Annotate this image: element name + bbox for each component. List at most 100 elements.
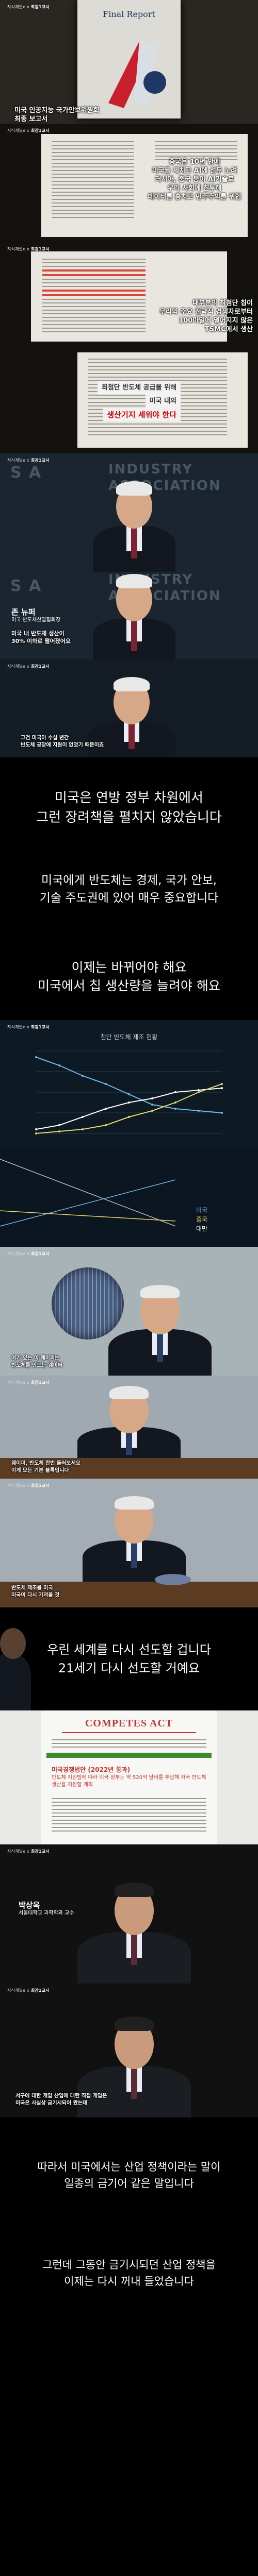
series-point-2-2 — [82, 1128, 84, 1130]
series-line-0 — [36, 1057, 222, 1113]
panel-professor-speaking: 지식채널e x 최강1교시 서구에 대한 개입 산업에 대한 직접 개입은 미국… — [0, 1984, 258, 2117]
open-book — [41, 134, 248, 237]
channel-logo: 지식채널e x 최강1교시 — [7, 1483, 50, 1488]
series-point-0-7 — [198, 1110, 200, 1112]
caption-china-ai: 중국은 10년 안에 미국을 제치고 AI에 선두 노려 러시아, 중국 등이 … — [148, 158, 241, 201]
panel-president-wafer-table: 지식채널e x 최강1교시 반도체 제조를 미국 미국이 다시 가져올 것 — [0, 1479, 258, 1607]
highlight-box: 최첨단 반도체 공급을 위해 미국 내의 생산기지 세워야 한다 — [77, 381, 181, 421]
wafer-icon — [52, 1267, 124, 1340]
report-book: Final Report — [77, 0, 181, 118]
desk — [0, 1582, 258, 1607]
channel-logo: 지식채널e x 최강1교시 — [7, 1988, 50, 1993]
series-point-2-7 — [198, 1091, 200, 1093]
slide-text: 미국은 연방 정부 차원에서 그런 장려책을 펼치지 않았습니다 — [36, 790, 222, 825]
series-point-1-4 — [128, 1101, 130, 1104]
chart-title: 첨단 반도체 제조 현황 — [100, 1033, 158, 1041]
channel-logo: 지식채널e x 최강1교시 — [7, 1025, 50, 1029]
series-point-2-5 — [151, 1110, 153, 1112]
slide-text: 미국에게 반도체는 경제, 국가 안보, 기술 주도권에 있어 매우 중요합니다 — [39, 874, 219, 905]
series-point-1-2 — [82, 1116, 84, 1118]
panel-text-slide-6: 그런데 그동안 금기시되던 산업 정책을 이제는 다시 꺼내 들었습니다 — [0, 2226, 258, 2329]
doc-subtitle: 미국경쟁법안 (2022년 통과) — [52, 1766, 131, 1773]
panel-sia-speaker-wide: 지식채널e x 최강1교시 S A INDUSTRY ASSOCIATION — [0, 453, 258, 572]
panel-wafer-holding: 지식채널e x 최강1교시 여기 있는 이 웨이퍼는 반도체를 만드는 웨이퍼 — [0, 1247, 258, 1376]
speaker-president — [77, 1494, 191, 1582]
caption-taboo-intervention: 서구에 대한 개입 산업에 대한 직접 개입은 미국은 사실상 금기시되어 왔는… — [15, 2093, 107, 2106]
panel-chart-zoom: 미국 중국 대만 — [0, 1149, 258, 1247]
series-point-1-7 — [198, 1089, 200, 1091]
panel-text-slide-3: 이제는 바뀌어야 해요 미국에서 칩 생산량을 늘려야 해요 — [0, 933, 258, 1020]
channel-logo: 지식채널e x 최강1교시 — [7, 1251, 50, 1256]
series-point-2-1 — [58, 1130, 60, 1132]
sia-backdrop-text: S A — [10, 464, 42, 482]
series-point-0-1 — [58, 1064, 60, 1066]
panel-report-highlight: 최첨단 반도체 공급을 위해 미국 내의 생산기지 세워야 한다 — [0, 345, 258, 453]
series-point-2-3 — [105, 1124, 107, 1126]
panel-text-slide-1: 미국은 연방 정부 차원에서 그런 장려책을 펼치지 않았습니다 — [0, 757, 258, 850]
doc-text-lines — [52, 1739, 206, 1750]
panel-president-table: 지식채널e x 최강1교시 웨이퍼, 반도체 한번 둘러보세요 이게 모든 기본… — [0, 1376, 258, 1479]
channel-logo: 지식채널e x 최강1교시 — [7, 1380, 50, 1385]
series-point-1-8 — [221, 1087, 223, 1089]
legend-item-taiwan: 대만 — [196, 1225, 208, 1232]
slide-text: 따라서 미국에서는 산업 정책이라는 말이 일종의 금기어 같은 말입니다 — [37, 2161, 221, 2190]
speaker-name-tag: 존 뉴퍼 미국 반도체산업협회장 — [11, 607, 61, 623]
slide-text: 우린 세계를 다시 선도할 겁니다 21세기 다시 선도할 거예요 — [47, 1642, 211, 1675]
desk — [0, 1458, 258, 1479]
panel-chart: 지식채널e x 최강1교시 첨단 반도체 제조 현황 — [0, 1020, 258, 1149]
caption-bring-back: 반도체 제조를 미국 미국이 다시 가져올 것 — [11, 1585, 60, 1598]
series-point-0-8 — [221, 1112, 223, 1114]
speaker-john-neuffer — [88, 572, 181, 659]
channel-logo: 지식채널e x 최강1교시 — [7, 128, 50, 133]
series-line-2 — [36, 1083, 222, 1134]
speaker-john-neuffer — [88, 675, 175, 757]
series-point-0-6 — [174, 1108, 176, 1110]
series-point-1-3 — [105, 1108, 107, 1110]
chart-zoom-lines — [0, 1159, 176, 1227]
professor-name-tag: 박상욱 서울대학교 과학학과 교수 — [19, 1901, 74, 1916]
legend-item-china: 중국 — [196, 1216, 208, 1223]
open-book — [31, 251, 227, 342]
doc-title: COMPETES ACT — [85, 1718, 173, 1729]
series-point-0-3 — [105, 1083, 107, 1085]
document: COMPETES ACT 미국경쟁법안 (2022년 통과) 반도체 지원법에 … — [41, 1710, 217, 1844]
page-text-lines — [42, 259, 146, 335]
panel-text-slide-4: 우린 세계를 다시 선도할 겁니다 21세기 다시 선도할 거예요 — [0, 1607, 258, 1710]
page-text-lines — [155, 141, 237, 163]
chart-legend: 미국 중국 대만 — [196, 1206, 207, 1233]
caption-wafer: 여기 있는 이 웨이퍼는 반도체를 만드는 웨이퍼 — [11, 1355, 62, 1368]
channel-logo: 지식채널e x 최강1교시 — [7, 1849, 50, 1854]
slide-text: 그런데 그동안 금기시되던 산업 정책을 이제는 다시 꺼내 들었습니다 — [42, 2259, 216, 2287]
caption-wafer-blocks: 웨이퍼, 반도체 한번 둘러보세요 이게 모든 기본 블록입니다 — [11, 1461, 80, 1473]
doc-highlight — [46, 1753, 212, 1758]
series-point-2-4 — [128, 1116, 130, 1118]
caption-us-production: 미국 내 반도체 생산이 30% 이하로 떨어졌어요 — [11, 630, 71, 645]
series-point-0-5 — [151, 1104, 153, 1106]
caption-tsmc: 대부분의 최첨단 칩이 우리의 주요 전략적 경쟁자로부터 100마일에 떨어지… — [159, 299, 253, 333]
series-point-1-6 — [174, 1091, 176, 1093]
caption-no-support: 그건 미국이 수십 년간 반도체 공장에 지원이 없었기 때문이죠 — [21, 735, 104, 748]
page-text-lines — [52, 141, 134, 221]
series-point-1-5 — [151, 1097, 153, 1099]
speaker-john-neuffer — [88, 474, 181, 572]
slide-text: 이제는 바뀌어야 해요 미국에서 칩 생산량을 늘려야 해요 — [38, 960, 220, 993]
series-point-2-6 — [174, 1101, 176, 1104]
sia-backdrop-text: INDUSTRY — [108, 462, 194, 477]
speaker-silhouette — [0, 1623, 31, 1710]
series-point-2-0 — [35, 1132, 37, 1134]
speaker-president — [72, 1386, 186, 1463]
speaker-president — [108, 1278, 212, 1376]
panel-text-slide-5: 따라서 미국에서는 산업 정책이라는 말이 일종의 금기어 같은 말입니다 — [0, 2117, 258, 2226]
panel-text-slide-2: 미국에게 반도체는 경제, 국가 안보, 기술 주도권에 있어 매우 중요합니다 — [0, 850, 258, 933]
channel-logo: 지식채널e x 최강1교시 — [7, 458, 50, 463]
legend-item-us: 미국 — [196, 1207, 208, 1214]
report-caption: 미국 인공지능 국가안보위원회 최종 보고서 — [14, 107, 100, 123]
report-title: Final Report — [103, 9, 155, 19]
series-point-0-4 — [128, 1093, 130, 1095]
panel-competes-act: COMPETES ACT 미국경쟁법안 (2022년 통과) 반도체 지원법에 … — [0, 1710, 258, 1844]
panel-speaker-closeup: 지식채널e x 최강1교시 그건 미국이 수십 년간 반도체 공장에 지원이 없… — [0, 659, 258, 757]
speaker-professor — [77, 2004, 191, 2117]
panel-end — [0, 2329, 258, 2576]
channel-logo: 지식채널e x 최강1교시 — [7, 5, 50, 9]
doc-body: 반도체 지원법에 따라 미국 정부는 약 520억 달러를 투입해 자국 반도체… — [52, 1775, 206, 1788]
